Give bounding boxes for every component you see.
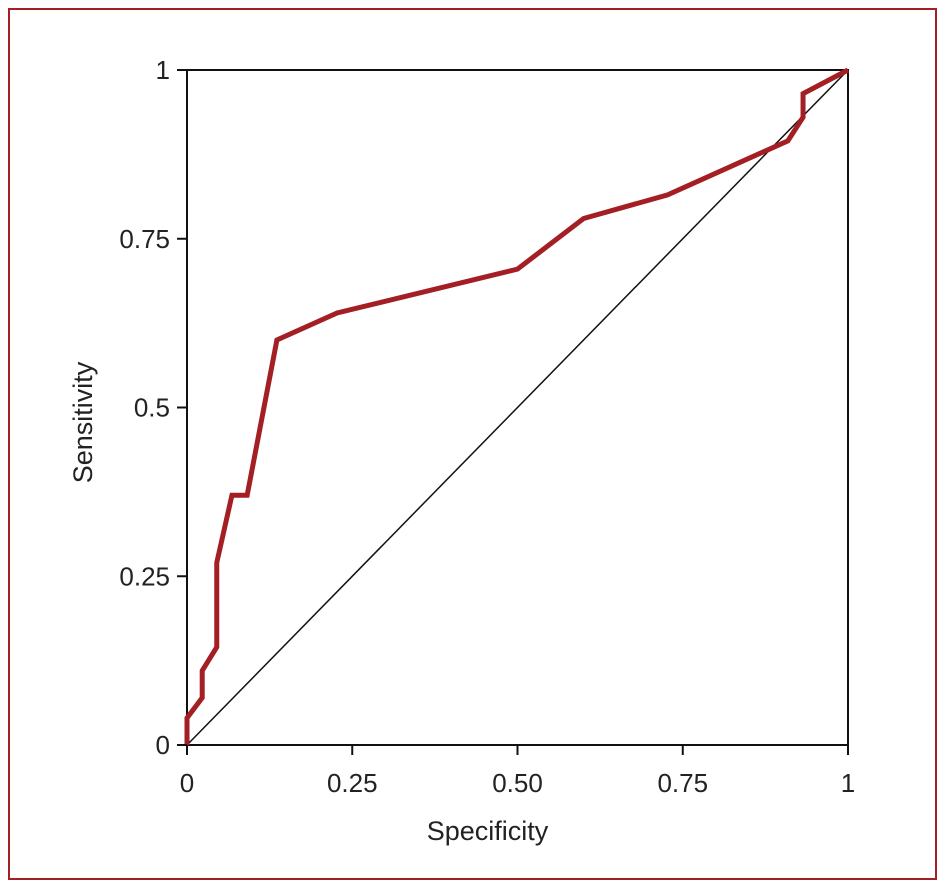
y-tick-label: 0.75 — [119, 224, 170, 254]
roc-curve-line — [184, 67, 850, 745]
plot-area: 0 0.25 0.50 0.75 1 0 0.25 0.5 0.75 1 — [119, 55, 855, 798]
x-tick-label: 0 — [180, 768, 194, 798]
y-tick-label: 1 — [156, 55, 170, 85]
figure-frame — [8, 8, 937, 880]
y-tick-label: 0.5 — [134, 393, 170, 423]
reference-line — [186, 69, 849, 746]
y-tick-label: 0 — [156, 730, 170, 760]
x-tick-label: 1 — [841, 768, 855, 798]
x-tick-label: 0.25 — [327, 768, 378, 798]
x-tick-label: 0.75 — [657, 768, 708, 798]
y-axis-title: Sensitivity — [68, 361, 98, 483]
x-axis-title: Specificity — [427, 816, 549, 846]
x-tick-label: 0.50 — [492, 768, 543, 798]
y-tick-label: 0.25 — [119, 561, 170, 591]
